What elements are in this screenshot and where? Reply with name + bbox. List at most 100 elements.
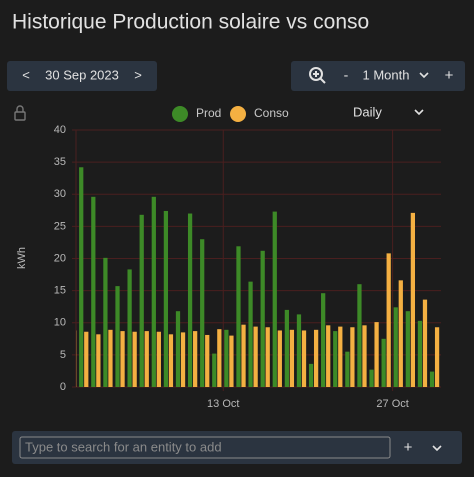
- bar: [260, 250, 265, 387]
- bar: [272, 211, 277, 387]
- bar: [321, 293, 326, 387]
- bar: [345, 351, 350, 387]
- add-button[interactable]: +: [404, 439, 413, 456]
- bar: [91, 196, 96, 387]
- legend-label: Conso: [254, 106, 289, 120]
- zoom-icon[interactable]: [309, 67, 326, 84]
- bar: [205, 334, 210, 387]
- period-chevron[interactable]: [419, 72, 429, 79]
- add-chevron[interactable]: [432, 445, 442, 452]
- aggregation-chevron[interactable]: [414, 109, 424, 116]
- bar: [84, 331, 89, 387]
- bar: [103, 257, 108, 387]
- bar: [253, 326, 258, 387]
- next-button[interactable]: >: [134, 67, 142, 82]
- bar: [229, 335, 234, 387]
- bars: [76, 167, 440, 387]
- bar: [151, 196, 156, 387]
- legend: Prod Conso: [172, 106, 289, 122]
- bar: [338, 326, 343, 387]
- bar: [224, 329, 229, 387]
- bar: [374, 322, 379, 387]
- bar: [217, 329, 222, 387]
- bar: [108, 329, 113, 387]
- bar: [308, 363, 314, 387]
- bar: [115, 286, 120, 387]
- bar: [168, 334, 174, 387]
- bar: [350, 327, 355, 387]
- bar: [405, 311, 410, 387]
- bar: [362, 325, 367, 387]
- y-tick-label: 0: [60, 381, 66, 393]
- bar: [313, 329, 319, 387]
- bar: [132, 331, 137, 387]
- bar: [386, 253, 391, 387]
- y-tick-label: 25: [54, 220, 66, 232]
- prev-button[interactable]: <: [22, 67, 30, 82]
- search-input[interactable]: [19, 436, 391, 459]
- bar: [193, 331, 198, 387]
- bar: [175, 311, 181, 387]
- bar: [120, 331, 125, 387]
- bar: [381, 338, 386, 387]
- bar: [333, 331, 338, 387]
- y-tick-label: 20: [54, 252, 66, 264]
- date-nav: [7, 61, 157, 91]
- bar: [76, 330, 77, 387]
- bar: [429, 371, 435, 387]
- bar: [139, 214, 144, 387]
- x-tick-label: 13 Oct: [207, 398, 239, 410]
- y-tick-label: 10: [54, 317, 66, 329]
- bar: [277, 330, 282, 387]
- y-tick-label: 15: [54, 285, 66, 297]
- bar: [236, 246, 241, 387]
- bar: [284, 309, 289, 387]
- bar: [212, 353, 217, 387]
- search-placeholder: Type to search for an entity to add: [25, 439, 222, 454]
- legend-swatch: [230, 106, 246, 122]
- bar: [127, 269, 132, 387]
- bar: [163, 210, 169, 387]
- bar: [289, 329, 295, 387]
- zoom-in[interactable]: +: [445, 67, 454, 84]
- bar: [398, 280, 403, 387]
- bar: [187, 213, 193, 387]
- y-axis-label: kWh: [16, 247, 28, 269]
- bar: [434, 327, 440, 387]
- bar: [96, 334, 101, 387]
- bar: [417, 320, 423, 387]
- bar: [156, 331, 161, 387]
- bar: [180, 332, 186, 387]
- title: Historique Production solaire vs conso: [12, 11, 369, 34]
- date[interactable]: 30 Sep 2023: [45, 67, 119, 82]
- bar: [357, 284, 362, 387]
- lock-icon[interactable]: [14, 105, 26, 121]
- bar: [422, 299, 428, 387]
- bar: [326, 325, 331, 387]
- legend-swatch: [172, 106, 188, 122]
- bar: [200, 239, 205, 387]
- bar: [410, 212, 416, 387]
- bar: [301, 330, 307, 387]
- zoom-bar: [291, 61, 465, 91]
- y-tick-label: 30: [54, 188, 66, 200]
- period[interactable]: 1 Month: [363, 67, 410, 82]
- legend-label: Prod: [196, 106, 221, 120]
- x-tick-label: 27 Oct: [376, 398, 408, 410]
- bar: [144, 331, 149, 387]
- bar: [248, 281, 253, 387]
- zoom-out[interactable]: -: [344, 67, 349, 83]
- bar: [241, 324, 246, 387]
- plot: 0 5 10 15 20 25 30 35 40 13 Oct 27 Oct: [54, 124, 441, 410]
- aggregation[interactable]: Daily: [353, 104, 382, 119]
- y-tick-label: 35: [54, 156, 66, 168]
- y-tick-label: 5: [60, 349, 66, 361]
- bar: [265, 327, 270, 387]
- bar: [393, 307, 398, 387]
- bar: [296, 314, 302, 387]
- y-tick-label: 40: [54, 124, 66, 136]
- bar: [369, 369, 374, 387]
- bar: [79, 167, 84, 387]
